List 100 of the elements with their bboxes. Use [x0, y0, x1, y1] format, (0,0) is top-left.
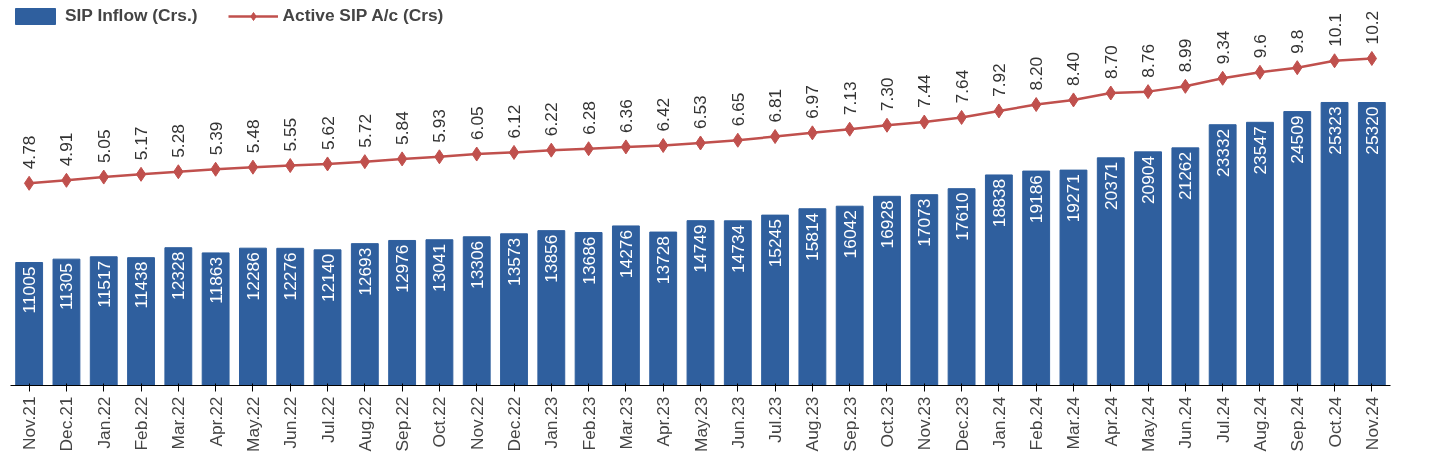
bar	[1283, 111, 1312, 386]
x-tick-label: Jul.23	[765, 396, 786, 443]
bar	[276, 247, 305, 386]
x-tick-label: May.24	[1138, 396, 1159, 453]
data-label: 12976	[392, 244, 413, 293]
bar	[835, 205, 864, 386]
data-label: 5.05	[93, 129, 114, 164]
data-label: 25323	[1324, 106, 1345, 155]
data-label: 6.22	[541, 102, 562, 137]
data-label: 17073	[914, 198, 935, 247]
bar	[239, 247, 267, 386]
data-label: 14734	[727, 224, 748, 274]
data-label: 4.78	[19, 135, 40, 170]
data-label: 7.44	[914, 73, 935, 109]
bar	[350, 243, 379, 386]
data-label: 12328	[168, 251, 189, 300]
x-tick-label: Feb.22	[131, 396, 152, 451]
bar	[15, 262, 44, 386]
data-label: 7.30	[876, 77, 897, 112]
legend-label: SIP Inflow (Crs.)	[65, 5, 198, 26]
data-label: 4.91	[56, 132, 77, 167]
data-label: 11005	[19, 266, 40, 314]
data-label: 8.76	[1138, 43, 1159, 78]
x-tick-label: Nov.24	[1361, 396, 1382, 451]
data-label: 12693	[354, 247, 375, 296]
data-label: 21262	[1175, 151, 1196, 201]
bar	[388, 239, 417, 386]
bar	[127, 257, 155, 386]
data-label: 14749	[690, 224, 711, 273]
x-tick-label: Sep.24	[1287, 396, 1308, 452]
data-label: 6.36	[615, 99, 636, 133]
x-tick-label: Oct.24	[1324, 396, 1345, 448]
x-tick-label: Apr.22	[205, 396, 226, 447]
x-tick-label: Jan.22	[93, 396, 114, 449]
point	[1366, 50, 1378, 66]
x-tick-label: Nov.21	[19, 396, 40, 451]
data-label: 16042	[839, 210, 860, 259]
bar	[462, 236, 491, 386]
data-label: 6.42	[653, 97, 674, 132]
data-label: 8.99	[1175, 38, 1196, 73]
x-tick-label: Jun.24	[1175, 396, 1196, 449]
point	[993, 103, 1005, 119]
data-label: 17610	[951, 192, 972, 241]
x-tick-label: Aug.24	[1249, 396, 1270, 452]
data-label: 12286	[242, 252, 263, 301]
bar	[1022, 170, 1051, 386]
bar	[611, 225, 640, 386]
x-tick-label: Sep.23	[839, 396, 860, 452]
data-label: 13041	[429, 243, 450, 292]
data-label: 25320	[1361, 106, 1382, 155]
bar	[1320, 101, 1349, 386]
data-label: 11517	[93, 260, 114, 308]
data-label: 5.17	[131, 126, 152, 161]
data-label: 5.55	[280, 117, 301, 152]
data-label: 9.6	[1249, 34, 1270, 59]
bar	[723, 220, 752, 386]
bar	[1059, 169, 1088, 386]
data-label: 20371	[1100, 161, 1121, 211]
point	[135, 166, 147, 182]
data-label: 6.12	[504, 104, 525, 139]
data-label: 20904	[1138, 155, 1159, 205]
point	[247, 159, 259, 175]
data-label: 24509	[1287, 115, 1308, 164]
data-label: 5.39	[205, 121, 226, 156]
data-label: 23332	[1212, 128, 1233, 177]
data-label: 6.97	[802, 85, 823, 119]
data-label: 10.1	[1324, 13, 1345, 47]
bar	[52, 258, 81, 386]
x-tick-label: Sep.22	[392, 396, 413, 452]
bar	[873, 195, 901, 386]
x-tick-label: Apr.24	[1100, 396, 1121, 447]
x-tick-label: Jul.24	[1212, 396, 1233, 443]
data-label: 8.40	[1063, 52, 1084, 86]
x-tick-label: Mar.23	[615, 396, 636, 450]
data-label: 8.20	[1026, 56, 1047, 91]
x-tick-label: Dec.21	[56, 396, 77, 452]
data-label: 7.13	[839, 81, 860, 116]
x-tick-label: Feb.24	[1026, 396, 1047, 451]
x-tick-label: Nov.22	[466, 396, 487, 451]
data-label: 5.93	[429, 109, 450, 143]
data-label: 5.72	[354, 113, 375, 148]
x-tick-label: May.22	[242, 396, 263, 453]
data-label: 11305	[56, 263, 77, 311]
bar	[1246, 121, 1274, 386]
x-tick-label: Jan.23	[541, 396, 562, 449]
data-label: 13573	[504, 237, 525, 286]
data-label: 23547	[1249, 126, 1270, 175]
data-label: 13306	[466, 240, 487, 289]
point	[620, 139, 632, 155]
bar	[425, 239, 454, 386]
bar	[313, 249, 342, 386]
x-tick-label: Dec.22	[504, 396, 525, 452]
data-label: 6.65	[727, 92, 748, 127]
data-label: 12140	[317, 253, 338, 302]
data-label: 9.34	[1212, 30, 1233, 65]
data-label: 18838	[988, 178, 1009, 228]
data-label: 7.64	[951, 69, 972, 104]
x-tick-label: May.23	[690, 396, 711, 453]
x-tick-label: Nov.23	[914, 396, 935, 451]
legend-label: Active SIP A/c (Crs)	[282, 5, 444, 26]
